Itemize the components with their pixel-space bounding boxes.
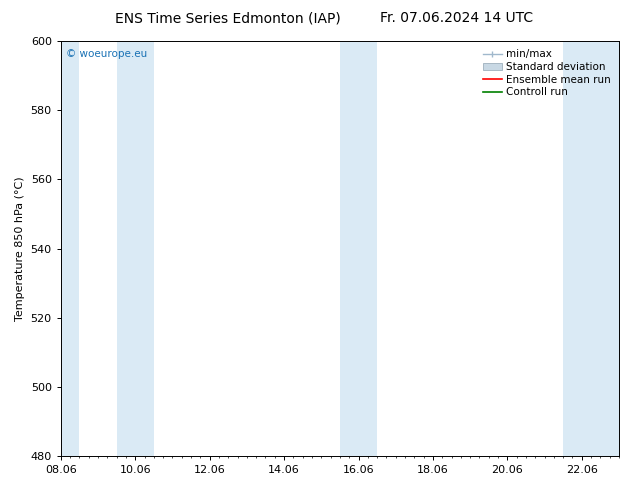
Text: © woeurope.eu: © woeurope.eu: [67, 49, 148, 59]
Bar: [117, 41, 154, 456]
Legend: min/max, Standard deviation, Ensemble mean run, Controll run: min/max, Standard deviation, Ensemble me…: [480, 46, 614, 100]
Bar: [340, 41, 377, 456]
Y-axis label: Temperature 850 hPa (°C): Temperature 850 hPa (°C): [15, 176, 25, 321]
Bar: [61, 41, 79, 456]
Text: ENS Time Series Edmonton (IAP): ENS Time Series Edmonton (IAP): [115, 11, 341, 25]
Bar: [563, 41, 619, 456]
Text: Fr. 07.06.2024 14 UTC: Fr. 07.06.2024 14 UTC: [380, 11, 533, 25]
